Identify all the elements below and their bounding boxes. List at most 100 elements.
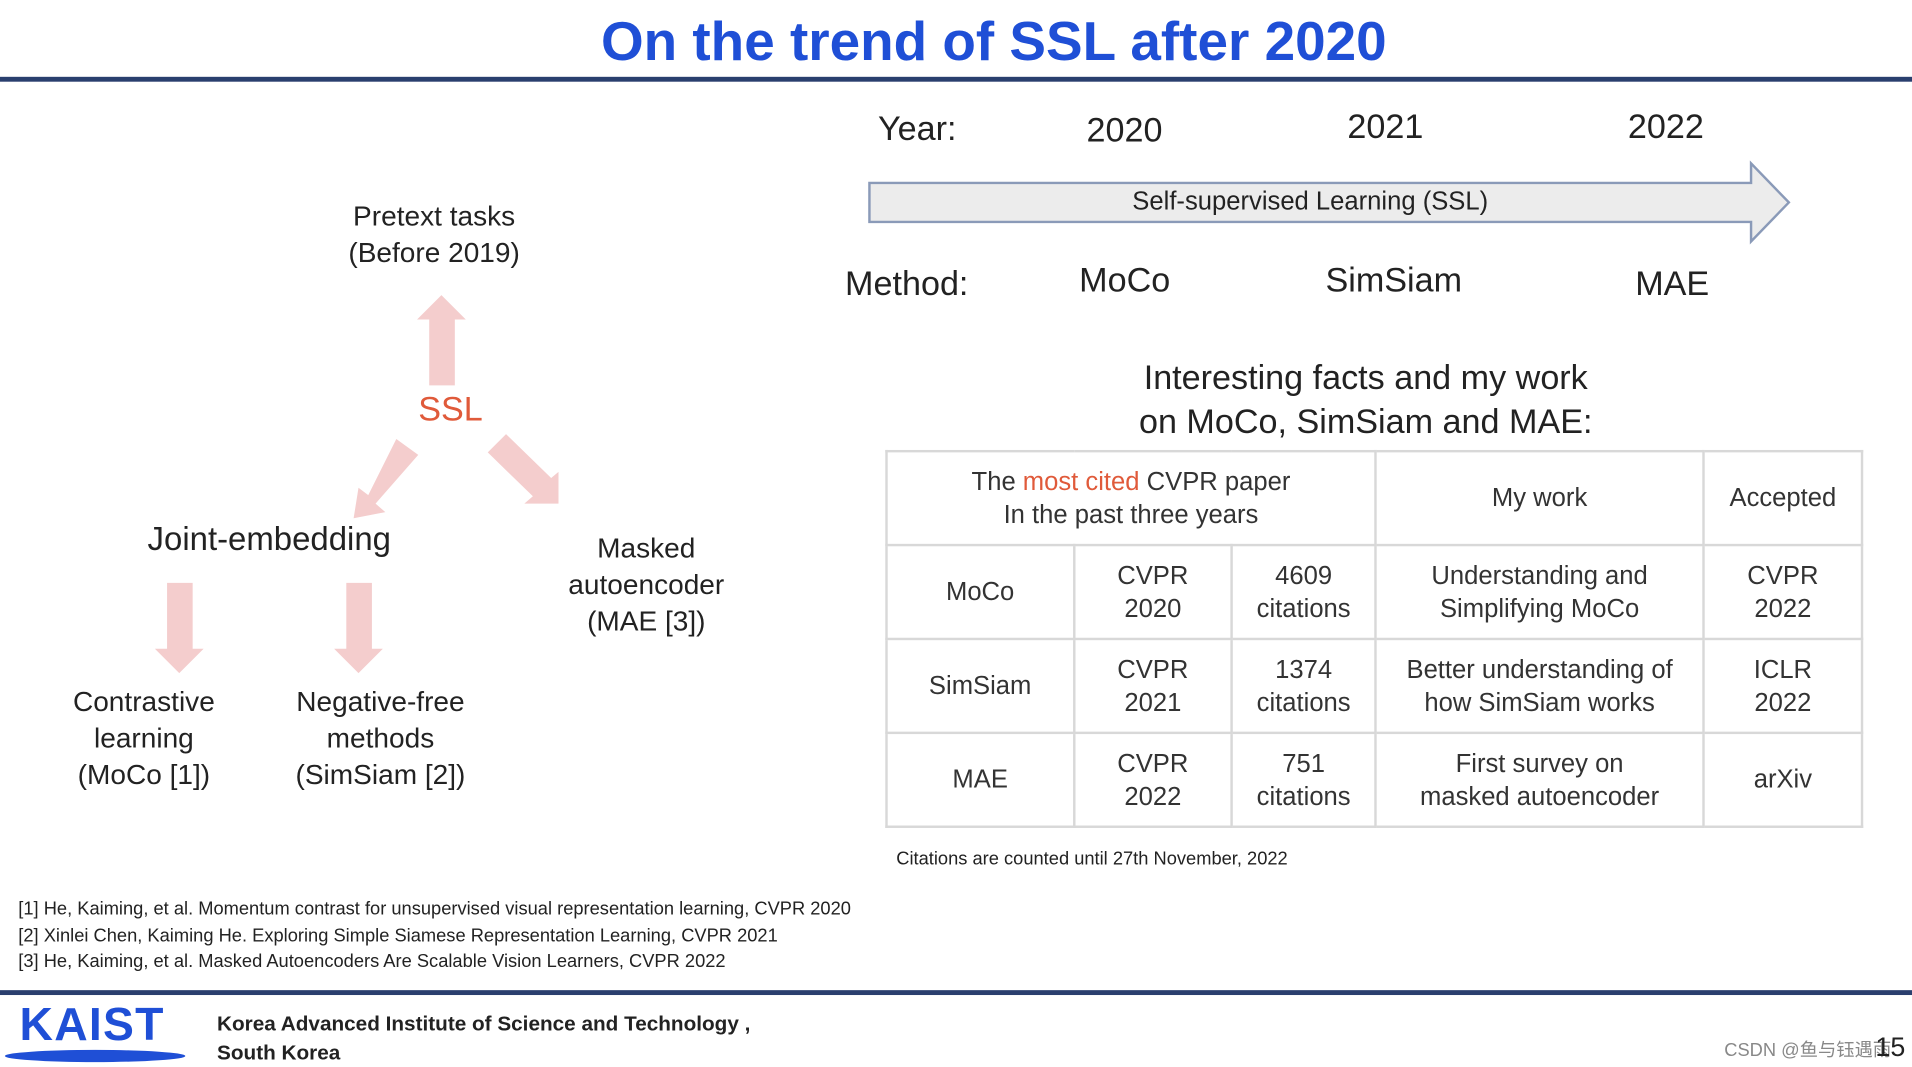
reference: [1] He, Kaiming, et al. Momentum contras… (18, 898, 851, 920)
table-cell: SimSiam (885, 637, 1076, 735)
text-line: how SimSiam works (1424, 688, 1655, 717)
text-line: Masked (597, 531, 696, 564)
method: SimSiam (1325, 260, 1463, 299)
text-line: 2020 (1124, 594, 1182, 623)
text-line: SimSiam (928, 671, 1032, 700)
text-line: Korea Advanced Institute of Science and … (217, 1012, 751, 1036)
year-label: Year: (877, 109, 957, 148)
text-line: (MAE [3]) (587, 604, 706, 637)
table-row: SimSiam CVPR 2021 1374 citations Better under… (885, 637, 1864, 735)
facts-table: The most cited CVPR paper In the past thr… (885, 449, 1864, 828)
text: most cited (1022, 467, 1140, 496)
text-line: In the past three years (1003, 500, 1259, 529)
year: 2020 (1086, 110, 1163, 149)
text-line: 751 (1282, 749, 1326, 778)
timeline-arrow (868, 160, 1791, 245)
text-line: CVPR (1747, 561, 1819, 590)
table-cell: 751 citations (1230, 731, 1377, 828)
note: Citations are counted until 27th Novembe… (896, 848, 1288, 870)
logo: KAIST (19, 999, 165, 1052)
table-cell: Understanding and Simplifying MoCo (1374, 543, 1705, 641)
text-line: Contrastive (72, 685, 215, 718)
table-cell: arXiv (1702, 731, 1864, 828)
header-cell: Accepted (1702, 449, 1864, 547)
table-cell: CVPR 2020 (1072, 543, 1234, 641)
text-line: methods (326, 721, 435, 754)
text-line: 2022 (1754, 594, 1812, 623)
header-cell: The most cited CVPR paper In the past thr… (885, 449, 1377, 547)
reference: [2] Xinlei Chen, Kaiming He. Exploring S… (18, 924, 778, 946)
text-line: on MoCo, SimSiam and MAE: (1138, 402, 1593, 441)
text-line: 2022 (1754, 688, 1812, 717)
text-line: First survey on (1455, 749, 1624, 778)
text-line: Pretext tasks (353, 199, 516, 232)
taxonomy-arrows (154, 295, 559, 674)
table-cell: 4609 citations (1230, 543, 1377, 641)
table-row: MoCo CVPR 2020 4609 citations Understanding a… (885, 543, 1864, 641)
text: The (971, 467, 1023, 496)
text-line: citations (1256, 594, 1351, 623)
facts-heading: Interesting facts and my work on MoCo, Si… (1061, 356, 1671, 444)
text-line: learning (93, 721, 194, 754)
watermark: CSDN @鱼与钰遇雨 (1724, 1040, 1892, 1061)
text-line: MoCo (945, 577, 1015, 607)
text-line: 4609 (1275, 561, 1333, 590)
text-line: Better understanding of (1406, 655, 1673, 684)
text-line: CVPR (1117, 561, 1189, 590)
joint-embedding: Joint-embedding (147, 520, 391, 558)
ssl: SSL (418, 390, 483, 429)
table-cell: CVPR 2021 (1072, 637, 1234, 735)
text-line: citations (1256, 688, 1351, 717)
table-cell: MoCo (885, 543, 1076, 641)
text-line: masked autoencoder (1420, 782, 1660, 811)
table-cell: CVPR 2022 (1702, 543, 1864, 641)
text-line: autoencoder (568, 568, 725, 600)
table-cell: First survey on masked autoencoder (1374, 731, 1705, 828)
method: MAE (1635, 264, 1710, 303)
text-line: ICLR (1753, 655, 1813, 684)
text-line: Interesting facts and my work (1143, 358, 1588, 397)
text-line: 1374 (1275, 655, 1333, 684)
reference: [3] He, Kaiming, et al. Masked Autoencod… (18, 951, 726, 972)
footer-rule (0, 990, 1912, 996)
logo-swoosh (4, 1049, 186, 1063)
contrastive: Contrastive learning (MoCo [1]) (34, 683, 253, 793)
year: 2021 (1347, 107, 1424, 146)
text-line: Understanding and (1431, 561, 1648, 590)
text-line: 2021 (1124, 688, 1182, 717)
header-cell: My work (1374, 449, 1705, 547)
table-cell: 1374 citations (1230, 637, 1377, 735)
title: On the trend of SSL after 2020 (600, 9, 1387, 72)
references: [1] He, Kaiming, et al. Momentum contras… (18, 896, 851, 975)
masked-ae: Masked autoencoder (MAE [3]) (537, 529, 756, 639)
text-line: CVPR (1117, 655, 1189, 684)
text-line: MAE (952, 765, 1008, 794)
page-number: 15 (1875, 1031, 1906, 1063)
text-line: Negative-free (296, 685, 465, 718)
text-line: (Before 2019) (348, 236, 520, 269)
table-cell: CVPR 2022 (1072, 731, 1234, 828)
text-line: citations (1256, 782, 1351, 811)
institution: Korea Advanced Institute of Science and … (217, 1010, 750, 1067)
text-line: (MoCo [1]) (77, 758, 211, 791)
table-cell: ICLR 2022 (1702, 637, 1864, 735)
text: CVPR paper (1139, 467, 1291, 496)
method: MoCo (1079, 260, 1171, 299)
text-line: Simplifying MoCo (1439, 594, 1640, 623)
negative-free: Negative-free methods (SimSiam [2]) (259, 683, 503, 793)
text-line: CVPR (1117, 749, 1189, 778)
year: 2022 (1627, 107, 1704, 146)
table-cell: MAE (885, 731, 1076, 828)
text-line: arXiv (1753, 765, 1813, 794)
pretext-tasks: Pretext tasks (Before 2019) (288, 198, 581, 271)
title-rule (0, 76, 1912, 82)
text-line: 2022 (1124, 782, 1182, 811)
table-cell: Better understanding of how SimSiam works (1374, 637, 1705, 735)
table-row: MAE CVPR 2022 751 citations First survey on ma… (885, 731, 1864, 828)
text-line: The most cited CVPR paper (888, 465, 1375, 498)
text-line: South Korea (217, 1041, 341, 1065)
text-line: (SimSiam [2]) (295, 758, 466, 791)
